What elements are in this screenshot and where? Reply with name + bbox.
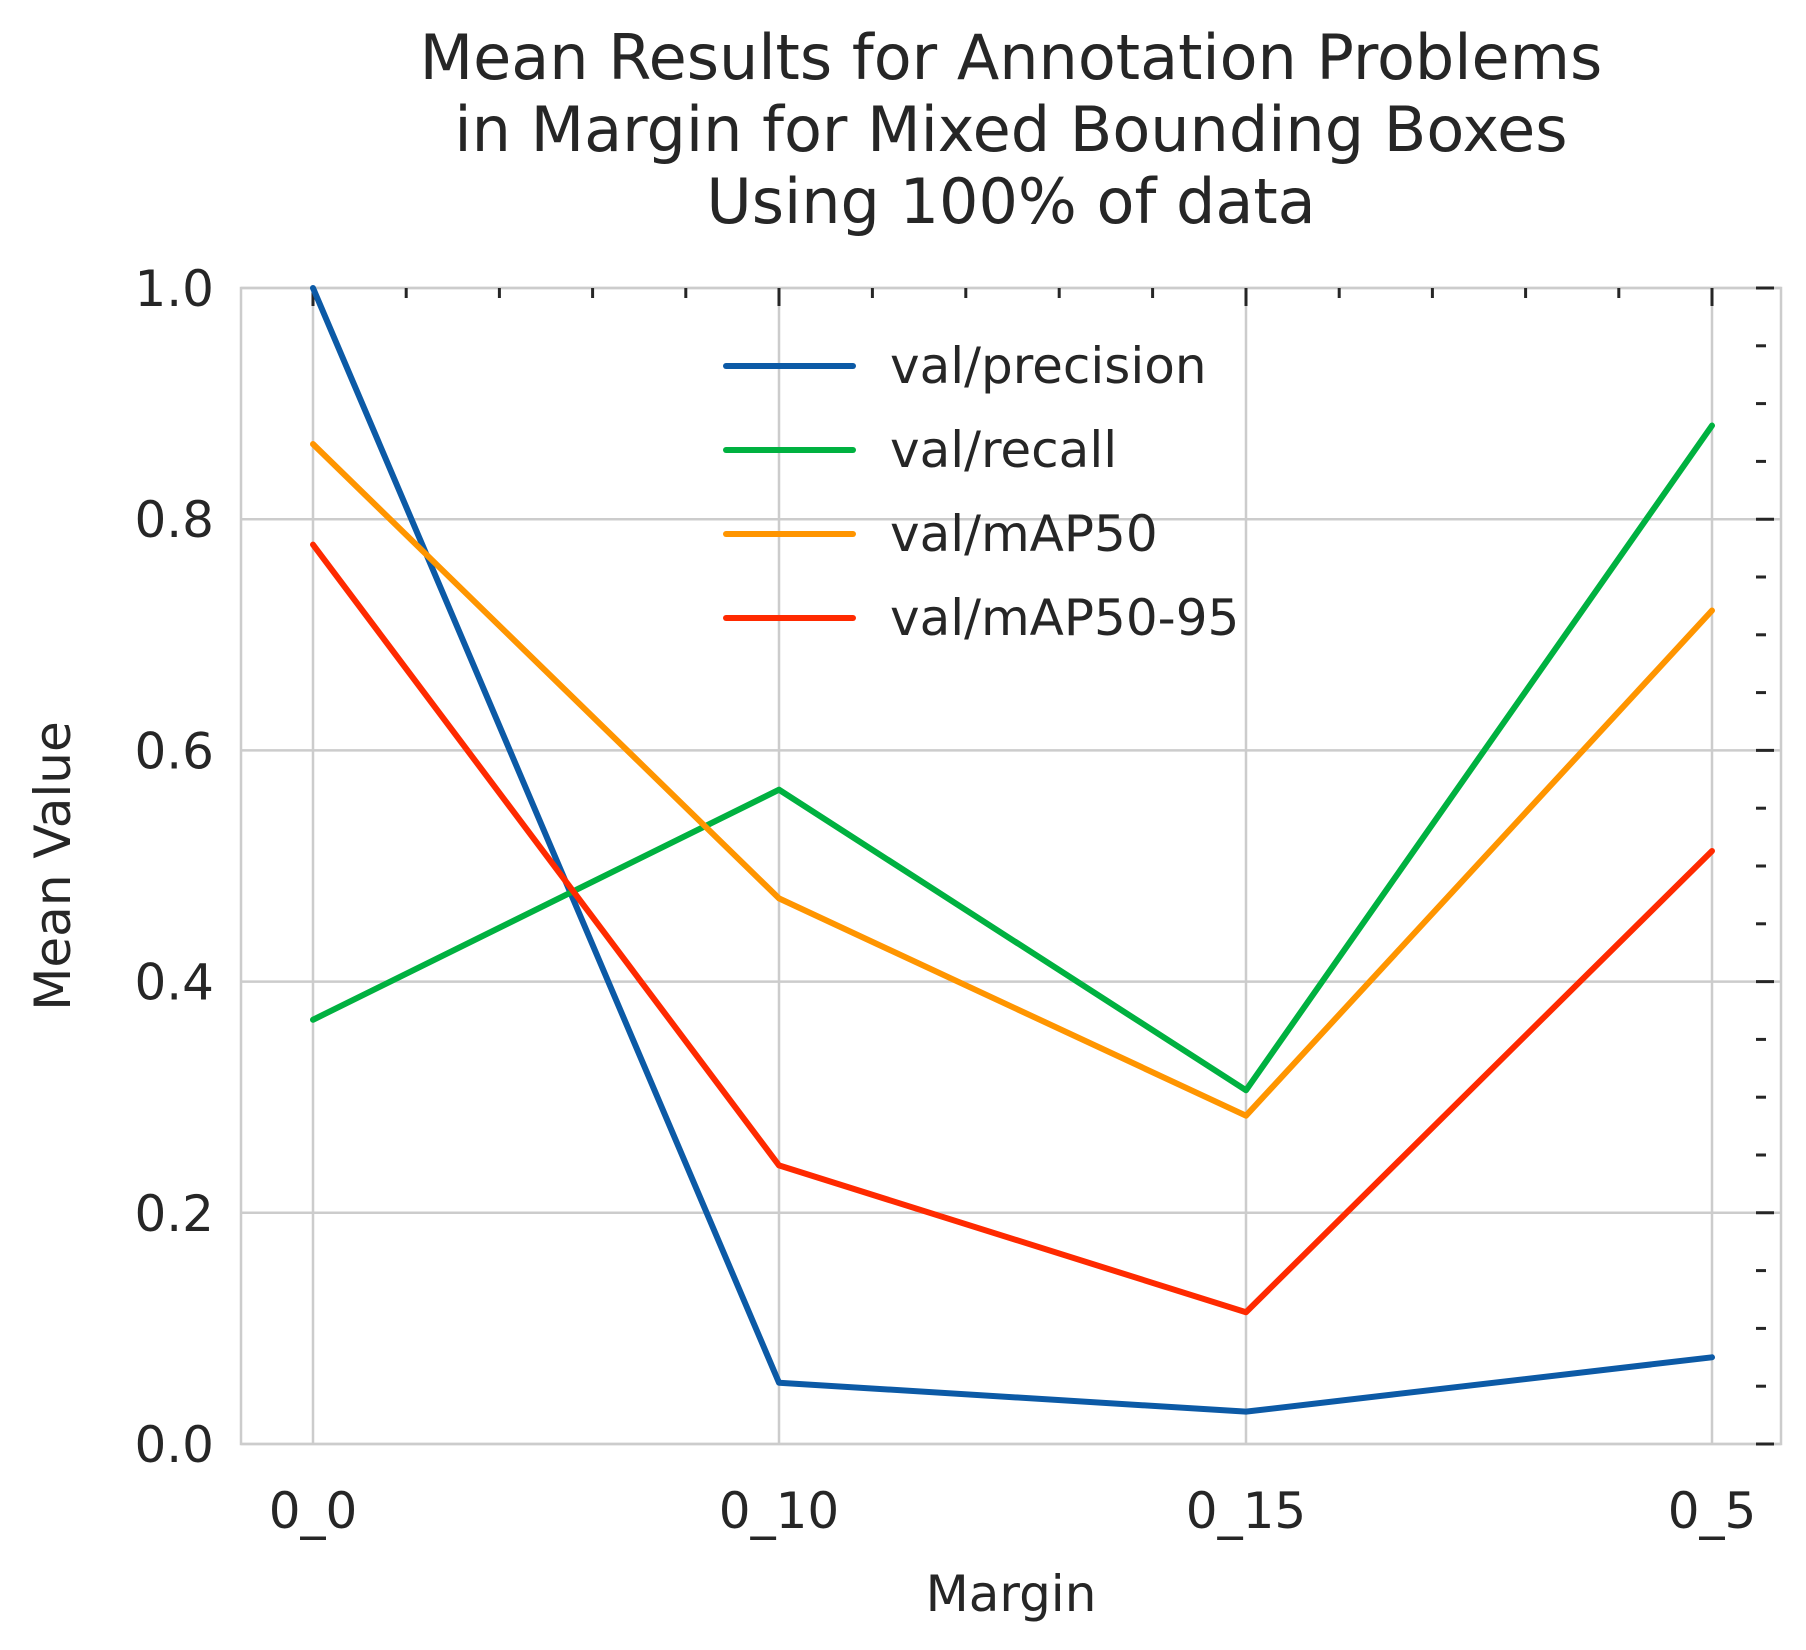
y-tick-label: 0.6: [134, 722, 214, 780]
series-line-val-precision: [310, 285, 1715, 1415]
x-axis-label: Margin: [926, 1565, 1097, 1623]
chart-title: Mean Results for Annotation Problems in M…: [420, 21, 1603, 238]
chart-title-line: in Margin for Mixed Bounding Boxes: [454, 93, 1567, 166]
y-axis-label: Mean Value: [24, 721, 82, 1010]
y-tick-label: 0.0: [134, 1416, 214, 1474]
x-tick-label: 0_10: [719, 1482, 839, 1540]
chart-title-line: Mean Results for Annotation Problems: [420, 21, 1603, 94]
x-tick-label: 0_5: [1668, 1482, 1757, 1540]
plot-border: [239, 286, 1783, 1446]
series-line-val-map50-95: [310, 541, 1715, 1316]
data-series: [310, 285, 1715, 1415]
y-tick-label: 1.0: [134, 260, 214, 318]
chart-title-text: Mean Results for Annotation Problems in M…: [420, 21, 1603, 238]
y-tick-labels: 0.0 0.2 0.4 0.6 0.8 1.0: [134, 260, 214, 1474]
plot-frame: [239, 286, 1783, 1446]
legend-label: val/precision: [890, 337, 1207, 395]
chart-title-line: Using 100% of data: [706, 165, 1315, 238]
y-tick-label: 0.2: [134, 1185, 214, 1243]
series-line-val-recall: [310, 422, 1715, 1094]
series-line-val-map50: [310, 441, 1715, 1119]
legend-label: val/mAP50-95: [890, 589, 1239, 647]
legend: val/precision val/recall val/mAP50 val/mAP5…: [723, 337, 1239, 647]
y-tick-label: 0.4: [134, 954, 214, 1012]
tick-marks: [311, 286, 1774, 1446]
x-tick-label: 0_15: [1186, 1482, 1306, 1540]
y-tick-label: 0.8: [134, 491, 214, 549]
legend-label: val/recall: [890, 421, 1117, 479]
legend-label: val/mAP50: [890, 505, 1158, 563]
x-tick-label: 0_0: [269, 1482, 358, 1540]
x-tick-labels: 0_0 0_10 0_15 0_5: [269, 1482, 1757, 1540]
